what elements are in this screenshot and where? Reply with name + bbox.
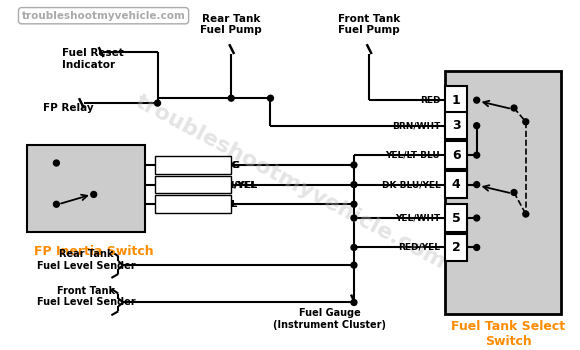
Circle shape [53,160,59,166]
Circle shape [511,190,517,195]
Text: RED: RED [420,96,440,105]
Text: YEL/WHT: YEL/WHT [395,214,440,223]
Circle shape [474,123,480,129]
Circle shape [229,95,234,101]
Text: FP Inertia Switch: FP Inertia Switch [34,245,154,258]
Circle shape [155,100,161,106]
Circle shape [351,245,357,250]
Circle shape [523,119,529,125]
Text: FP Relay: FP Relay [43,103,93,113]
Text: Rear Tank
Fuel Level Sender: Rear Tank Fuel Level Sender [37,250,135,271]
Bar [445,234,467,261]
Text: RED/YEL: RED/YEL [193,200,237,209]
Text: DK GRN/YEL: DK GRN/YEL [193,180,257,189]
Circle shape [474,97,480,103]
Circle shape [351,162,357,168]
Text: 2: 2 [452,241,461,254]
Text: 3: 3 [452,119,461,132]
Circle shape [511,105,517,111]
Circle shape [91,191,97,197]
Circle shape [474,152,480,158]
Bar [445,171,467,198]
Text: 1: 1 [452,94,461,107]
Text: GRY/ORG: GRY/ORG [193,161,241,169]
Circle shape [474,182,480,188]
Text: Fuel Gauge
(Instrument Cluster): Fuel Gauge (Instrument Cluster) [273,308,386,330]
Circle shape [474,245,480,250]
Circle shape [474,215,480,221]
Bar [155,195,231,213]
Text: DK BLU/YEL: DK BLU/YEL [382,180,440,189]
Bar [155,156,231,174]
Text: Fuel Reset
Indicator: Fuel Reset Indicator [62,48,124,70]
Circle shape [53,201,59,207]
Bar [27,145,145,232]
Text: DK GRN/YEL: DK GRN/YEL [192,180,256,189]
Text: Fuel Tank Select
Switch: Fuel Tank Select Switch [451,320,565,348]
Bar [445,141,467,169]
Text: troubleshootmyvehicle.com: troubleshootmyvehicle.com [21,11,186,21]
Bar [445,112,467,139]
Text: RED/YEL: RED/YEL [398,243,440,252]
Text: Front Tank
Fuel Pump: Front Tank Fuel Pump [338,14,400,35]
Text: Rear Tank
Fuel Pump: Rear Tank Fuel Pump [200,14,262,35]
Circle shape [351,262,357,268]
Text: GRY/ORG: GRY/ORG [192,161,240,169]
Circle shape [351,215,357,221]
Bar [445,71,561,314]
Bar [445,204,467,232]
Bar [445,86,467,114]
Text: troubleshootmyvehicle.com: troubleshootmyvehicle.com [131,91,449,272]
Circle shape [351,201,357,207]
Text: 4: 4 [452,178,461,191]
Text: 5: 5 [452,211,461,224]
Circle shape [351,300,357,306]
Text: 6: 6 [452,149,461,162]
Text: RED/YEL: RED/YEL [192,200,236,209]
Circle shape [523,211,529,217]
Circle shape [351,182,357,188]
Text: BRN/WHT: BRN/WHT [392,121,440,130]
Circle shape [267,95,273,101]
Bar [155,176,231,194]
Text: Front Tank
Fuel Level Sender: Front Tank Fuel Level Sender [37,286,135,307]
Text: YEL/LT BLU: YEL/LT BLU [386,150,440,160]
